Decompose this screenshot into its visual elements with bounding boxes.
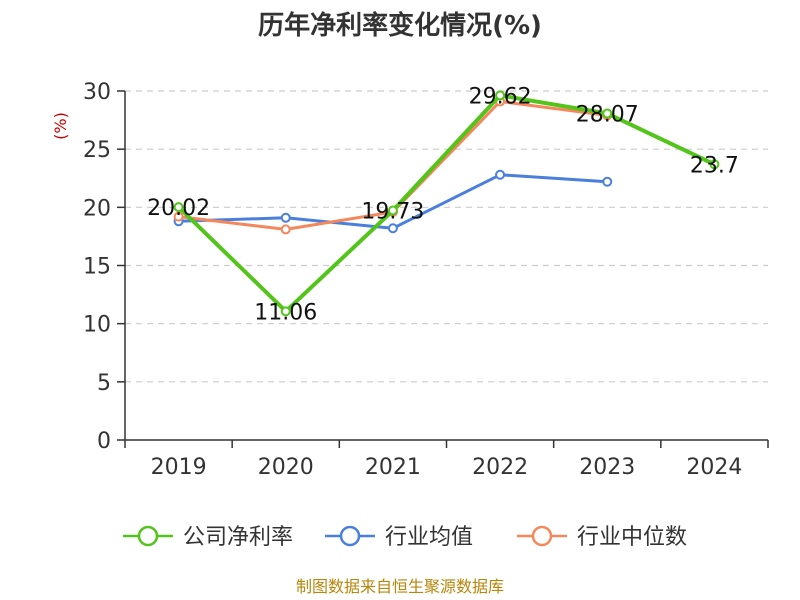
y-tick-label: 0 — [97, 429, 111, 454]
y-tick-label: 10 — [83, 313, 111, 338]
series-point-0 — [387, 205, 398, 216]
axes: 0 5 10 15 20 25 30 2019 2020 2021 2022 2023 2024 — [83, 80, 769, 480]
y-tick-label: 20 — [83, 196, 111, 221]
y-tick-label: 5 — [97, 371, 111, 396]
series-point-1 — [280, 212, 291, 223]
y-tick-label: 15 — [83, 255, 111, 280]
legend-marker — [531, 525, 553, 547]
series-point-0 — [709, 159, 720, 170]
x-tick-label: 2021 — [365, 455, 421, 480]
data-label: 23.7 — [690, 153, 739, 178]
data-labels: 20.02 11.06 19.73 29.62 28.07 23.7 — [147, 84, 739, 325]
x-tick-label: 2023 — [579, 455, 635, 480]
legend-label: 行业中位数 — [577, 525, 687, 550]
series-point-1 — [387, 223, 398, 234]
grid — [125, 90, 768, 383]
source-note: 制图数据来自恒生聚源数据库 — [296, 577, 504, 596]
y-tick-label: 25 — [83, 138, 111, 163]
y-tick-label: 30 — [83, 80, 111, 105]
data-label: 20.02 — [147, 196, 210, 221]
series-point-0 — [495, 90, 506, 101]
data-label: 28.07 — [576, 102, 639, 127]
legend-marker — [137, 525, 159, 547]
series-point-2 — [173, 211, 184, 222]
x-tick-label: 2022 — [472, 455, 528, 480]
legend-label: 公司净利率 — [183, 525, 293, 550]
legend-marker — [339, 525, 361, 547]
data-label: 11.06 — [254, 300, 317, 325]
legend: 公司净利率 行业均值 行业中位数 — [123, 525, 687, 550]
x-tick-label: 2020 — [258, 455, 314, 480]
legend-label: 行业均值 — [385, 525, 473, 550]
y-axis-unit-label: (%) — [51, 112, 70, 140]
series-point-0 — [280, 306, 291, 317]
series-point-0 — [602, 108, 613, 119]
x-tick-label: 2019 — [151, 455, 207, 480]
series-point-1 — [602, 176, 613, 187]
series-point-0 — [173, 202, 184, 213]
x-tick-label: 2024 — [686, 455, 742, 480]
series-line-0 — [177, 93, 716, 314]
series — [173, 90, 720, 317]
series-point-2 — [280, 224, 291, 235]
data-label: 29.62 — [469, 84, 532, 109]
chart-title: 历年净利率变化情况(%) — [258, 10, 542, 41]
series-point-1 — [495, 169, 506, 180]
data-label: 19.73 — [361, 199, 424, 224]
